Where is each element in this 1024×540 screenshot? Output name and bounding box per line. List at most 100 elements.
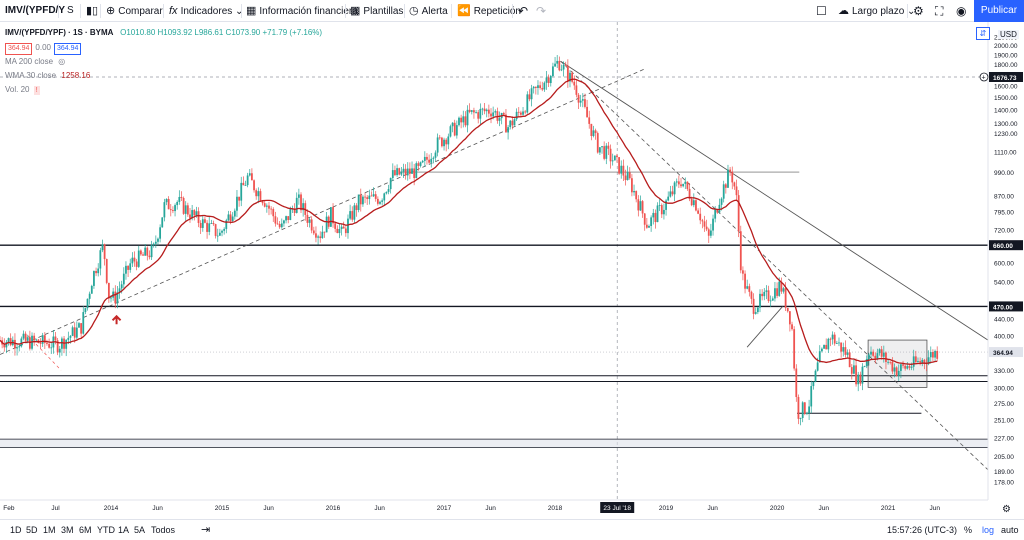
indicators-button[interactable]: fx Indicadores ⌄	[169, 0, 243, 22]
candle	[771, 296, 774, 301]
range-button-ytd[interactable]: YTD	[97, 525, 115, 535]
time-tick-label: Jun	[485, 505, 496, 512]
candle-body	[261, 201, 264, 204]
sell-price[interactable]: 364.94	[5, 43, 33, 55]
layout-button[interactable]: ☁ Largo plazo ⌄	[838, 0, 915, 22]
ma200-legend-row[interactable]: MA 200 close ◎	[5, 55, 322, 69]
candle-body	[167, 198, 170, 210]
candle	[408, 162, 411, 180]
candle	[396, 164, 398, 177]
plus-icon[interactable]: +	[982, 74, 986, 81]
range-button-todos[interactable]: Todos	[151, 525, 176, 535]
candle	[588, 110, 591, 129]
candle-body	[340, 226, 343, 230]
add-alert-icon[interactable]	[979, 72, 989, 82]
undo-icon[interactable]: ↶	[518, 4, 529, 18]
range-button-6m[interactable]: 6M	[79, 525, 92, 535]
candle	[263, 200, 266, 208]
replay-button[interactable]: ⏪ Repetición	[457, 0, 521, 22]
candle	[127, 265, 129, 278]
candle	[528, 89, 531, 102]
range-button-1a[interactable]: 1A	[118, 525, 130, 535]
interval-button[interactable]: S	[67, 5, 74, 16]
camera-icon[interactable]: ◉	[956, 4, 967, 18]
candle-body	[517, 111, 520, 113]
candle-body	[430, 158, 433, 163]
candle-body	[526, 94, 529, 113]
candle-body	[278, 223, 281, 228]
candle	[496, 107, 499, 124]
candle	[355, 203, 358, 217]
symbol-search[interactable]: IMV/(YPFD/Y	[5, 5, 66, 16]
alert-button[interactable]: ◷ Alerta	[409, 0, 448, 22]
candle	[278, 220, 281, 229]
log-toggle[interactable]: log	[982, 525, 995, 535]
candle	[193, 209, 196, 221]
candle	[233, 208, 236, 220]
candle-body	[878, 349, 881, 354]
candle-body	[302, 203, 305, 211]
candle	[622, 159, 625, 182]
replay-icon: ⏪	[457, 5, 471, 17]
candle	[833, 332, 836, 346]
candle	[137, 245, 140, 269]
range-button-1d[interactable]: 1D	[10, 525, 22, 535]
candle	[665, 198, 667, 216]
candle	[722, 180, 725, 203]
templates-label: Plantillas	[363, 6, 404, 17]
buy-price[interactable]: 364.94	[54, 43, 82, 55]
eye-hidden-icon[interactable]: ◎	[58, 57, 66, 66]
gear-icon[interactable]: ⚙	[913, 4, 924, 18]
candle	[774, 282, 776, 302]
time-tick-label: Feb	[3, 505, 15, 512]
fullscreen-box-icon[interactable]: ☐	[816, 4, 827, 18]
candle-body	[671, 191, 674, 195]
range-button-3m[interactable]: 3M	[61, 525, 74, 535]
candle-body	[842, 347, 845, 352]
candle	[598, 147, 601, 155]
candle-body	[413, 168, 416, 179]
currency-label[interactable]: USD	[998, 30, 1019, 39]
chevron-down-icon: ⌄	[235, 6, 244, 17]
publish-button[interactable]: Publicar	[974, 0, 1024, 22]
candle-body	[43, 335, 46, 343]
financials-button[interactable]: ▦ Información financiera	[246, 0, 358, 22]
compare-button[interactable]: ⊕ Comparar	[106, 0, 163, 22]
scale-settings-icon[interactable]: ⇵	[976, 27, 990, 40]
candle	[897, 364, 900, 381]
axis-gear-icon[interactable]: ⚙	[1002, 504, 1011, 515]
clock-time[interactable]: 15:57:26 (UTC-3)	[887, 525, 958, 535]
volume-legend-row[interactable]: Vol. 20 !	[5, 83, 322, 97]
percent-toggle[interactable]: %	[964, 525, 973, 535]
candle-body	[423, 156, 426, 161]
wma30-legend-row[interactable]: WMA 30 close 1258.16	[5, 69, 322, 83]
redo-icon[interactable]: ↷	[536, 4, 547, 18]
auto-toggle[interactable]: auto	[1001, 525, 1019, 535]
range-button-5d[interactable]: 5D	[26, 525, 38, 535]
chart-type-button[interactable]: ▮▯	[86, 0, 101, 22]
candle	[539, 81, 542, 90]
candle-body	[169, 209, 172, 211]
candle-body	[125, 265, 127, 274]
candle	[453, 119, 456, 137]
time-axis[interactable]: Feb Jul 2014 Jun 2015 Jun 2016 Jun 2017 Jun 2018 23…	[0, 499, 1024, 519]
go-to-date-icon[interactable]: ⇥	[201, 524, 211, 536]
candle-body	[537, 85, 539, 88]
candle-body	[652, 212, 655, 218]
candle-body	[82, 312, 85, 334]
candle-body	[808, 406, 811, 413]
candle	[560, 64, 563, 72]
range-button-5a[interactable]: 5A	[134, 525, 146, 535]
candle	[340, 224, 343, 236]
fullscreen-icon[interactable]: ⛶	[935, 4, 944, 18]
candle	[733, 181, 736, 190]
candle-body	[426, 156, 428, 160]
candle-body	[899, 364, 902, 371]
candle	[468, 103, 471, 114]
price-chart[interactable]: 2100.002000.001900.001800.001700.001600.…	[0, 22, 1024, 519]
candle	[221, 229, 223, 237]
templates-button[interactable]: ▩ Plantillas	[350, 0, 403, 22]
candle-body	[186, 205, 189, 215]
candle	[844, 340, 847, 358]
range-button-1m[interactable]: 1M	[43, 525, 56, 535]
